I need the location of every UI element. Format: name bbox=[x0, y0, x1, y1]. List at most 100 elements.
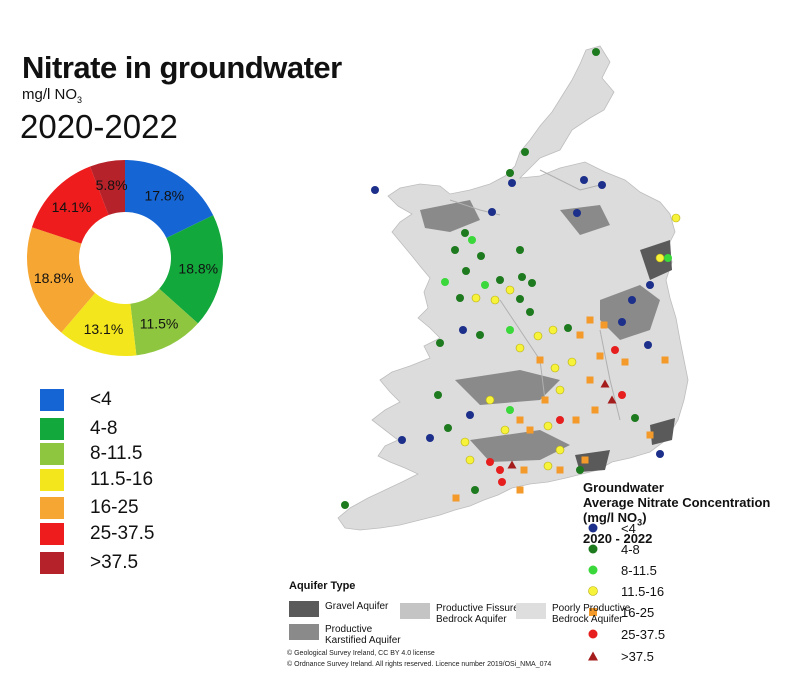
donut-slice-5 bbox=[27, 227, 96, 333]
monitoring-point bbox=[462, 267, 470, 275]
monitoring-point bbox=[556, 466, 564, 474]
monitoring-point bbox=[466, 411, 474, 419]
swatch-11-16 bbox=[40, 469, 64, 491]
unit-prefix: mg/l NO bbox=[22, 86, 78, 103]
monitoring-point bbox=[600, 321, 608, 329]
monitoring-point bbox=[646, 281, 654, 289]
monitoring-point bbox=[520, 466, 528, 474]
monitoring-point bbox=[515, 343, 525, 353]
map-legend-label: 11.5-16 bbox=[621, 583, 665, 599]
aquifer-label: Poorly Productive Bedrock Aquifer bbox=[552, 603, 631, 625]
circle-marker-icon bbox=[588, 544, 598, 554]
monitoring-point bbox=[452, 494, 460, 502]
legend-label: 8-11.5 bbox=[90, 443, 143, 464]
monitoring-point bbox=[498, 478, 506, 486]
aquifer-swatch bbox=[289, 601, 319, 617]
monitoring-point bbox=[661, 356, 669, 364]
aquifer-swatch bbox=[400, 603, 430, 619]
monitoring-point bbox=[488, 208, 496, 216]
monitoring-point bbox=[496, 466, 504, 474]
monitoring-point bbox=[592, 48, 600, 56]
map-legend-unit-sub: 3 bbox=[637, 517, 643, 528]
donut-slice-7 bbox=[90, 160, 125, 216]
donut-label-1: 17.8% bbox=[144, 187, 184, 203]
pie-legend-item: 16-25 bbox=[40, 496, 139, 520]
monitoring-point bbox=[496, 276, 504, 284]
square-marker-icon bbox=[589, 608, 597, 616]
monitoring-point bbox=[567, 357, 577, 367]
map-legend: Groundwater Average Nitrate Concentratio… bbox=[583, 480, 793, 546]
monitoring-point bbox=[581, 456, 589, 464]
monitoring-point bbox=[576, 331, 584, 339]
circle-marker-icon bbox=[588, 565, 598, 575]
monitoring-point bbox=[518, 273, 526, 281]
monitoring-point bbox=[656, 450, 664, 458]
monitoring-point bbox=[596, 352, 604, 360]
monitoring-point bbox=[600, 379, 610, 388]
monitoring-point bbox=[516, 295, 524, 303]
map-legend-label: 16-25 bbox=[621, 604, 655, 620]
monitoring-point bbox=[576, 466, 584, 474]
monitoring-point bbox=[471, 486, 479, 494]
monitoring-point bbox=[371, 186, 379, 194]
monitoring-point bbox=[465, 455, 475, 465]
monitoring-point bbox=[573, 209, 581, 217]
monitoring-point bbox=[598, 181, 606, 189]
donut-slice-3 bbox=[130, 288, 198, 356]
monitoring-point bbox=[591, 406, 599, 414]
donut-labels: 17.8% 18.8% 11.5% 13.1% 18.8% 14.1%5.8% bbox=[34, 177, 218, 337]
donut-slice-4 bbox=[61, 292, 137, 356]
monitoring-point bbox=[556, 416, 564, 424]
monitoring-point bbox=[586, 376, 594, 384]
monitoring-point bbox=[644, 341, 652, 349]
monitoring-point bbox=[341, 501, 349, 509]
legend-label: 25-37.5 bbox=[90, 523, 155, 544]
monitoring-point bbox=[621, 358, 629, 366]
monitoring-point bbox=[548, 325, 558, 335]
monitoring-point bbox=[580, 176, 588, 184]
donut-slice-2 bbox=[159, 215, 223, 324]
monitoring-point bbox=[628, 296, 636, 304]
circle-marker-icon bbox=[588, 586, 598, 596]
monitoring-point bbox=[526, 426, 534, 434]
monitoring-point bbox=[444, 424, 452, 432]
monitoring-point bbox=[528, 279, 536, 287]
swatch-4-8 bbox=[40, 418, 64, 440]
donut-slice-6 bbox=[31, 166, 109, 244]
aquifer-legend-title: Aquifer Type bbox=[289, 580, 356, 592]
monitoring-point bbox=[460, 437, 470, 447]
monitoring-point bbox=[477, 252, 485, 260]
river-network bbox=[449, 169, 621, 421]
monitoring-point bbox=[486, 458, 494, 466]
monitoring-point bbox=[500, 425, 510, 435]
monitoring-point bbox=[398, 436, 406, 444]
monitoring-point bbox=[468, 236, 476, 244]
donut-label-5: 18.8% bbox=[34, 270, 74, 286]
map-legend-unit: (mg/l NO bbox=[583, 510, 638, 525]
swatch-25-37 bbox=[40, 523, 64, 545]
monitoring-point bbox=[521, 148, 529, 156]
monitoring-point bbox=[555, 445, 565, 455]
monitoring-point bbox=[505, 285, 515, 295]
pie-legend-item: 4-8 bbox=[40, 417, 117, 441]
monitoring-point bbox=[508, 179, 516, 187]
map-legend-title-2: Average Nitrate Concentration bbox=[583, 495, 771, 510]
swatch-16-25 bbox=[40, 497, 64, 519]
aquifer-gravel-areas bbox=[575, 240, 675, 472]
unit-subscript: 3 bbox=[77, 95, 83, 105]
monitoring-point bbox=[461, 229, 469, 237]
monitoring-point bbox=[543, 421, 553, 431]
monitoring-point bbox=[426, 434, 434, 442]
monitoring-point bbox=[550, 363, 560, 373]
donut-label-3: 11.5% bbox=[140, 316, 179, 332]
monitoring-point bbox=[586, 316, 594, 324]
monitoring-point bbox=[664, 254, 672, 262]
monitoring-points bbox=[341, 48, 681, 509]
monitoring-point bbox=[456, 294, 464, 302]
legend-label: 11.5-16 bbox=[90, 469, 154, 490]
monitoring-point bbox=[543, 461, 553, 471]
map-legend-label: >37.5 bbox=[621, 648, 654, 664]
monitoring-point bbox=[516, 486, 524, 494]
map-legend-item: >37.5 bbox=[587, 647, 654, 665]
